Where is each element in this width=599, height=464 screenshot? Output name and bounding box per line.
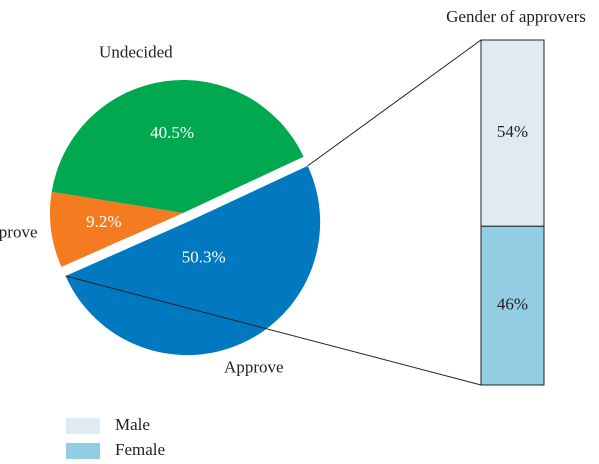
segment-value-label: 54% xyxy=(497,122,528,141)
slice-value-label: 40.5% xyxy=(150,123,194,142)
bar-title: Gender of approvers xyxy=(446,7,586,26)
pie-slice xyxy=(65,165,321,356)
bar-segment xyxy=(480,39,545,227)
slice-category-label: Undecided xyxy=(99,42,173,61)
legend-swatch xyxy=(66,443,100,459)
connector-line xyxy=(307,39,482,167)
connector-line xyxy=(65,275,482,386)
slice-value-label: 9.2% xyxy=(86,212,121,231)
slice-category-label: Disapprove xyxy=(0,223,38,242)
pie-slice xyxy=(51,79,304,213)
slice-value-label: 50.3% xyxy=(182,247,226,266)
legend-swatch xyxy=(66,418,100,434)
slice-category-label: Approve xyxy=(224,358,283,377)
bar-segment xyxy=(480,225,545,386)
legend-label: Male xyxy=(115,415,150,434)
segment-value-label: 46% xyxy=(497,295,528,314)
pie-slice xyxy=(50,191,184,267)
legend-label: Female xyxy=(115,440,165,459)
